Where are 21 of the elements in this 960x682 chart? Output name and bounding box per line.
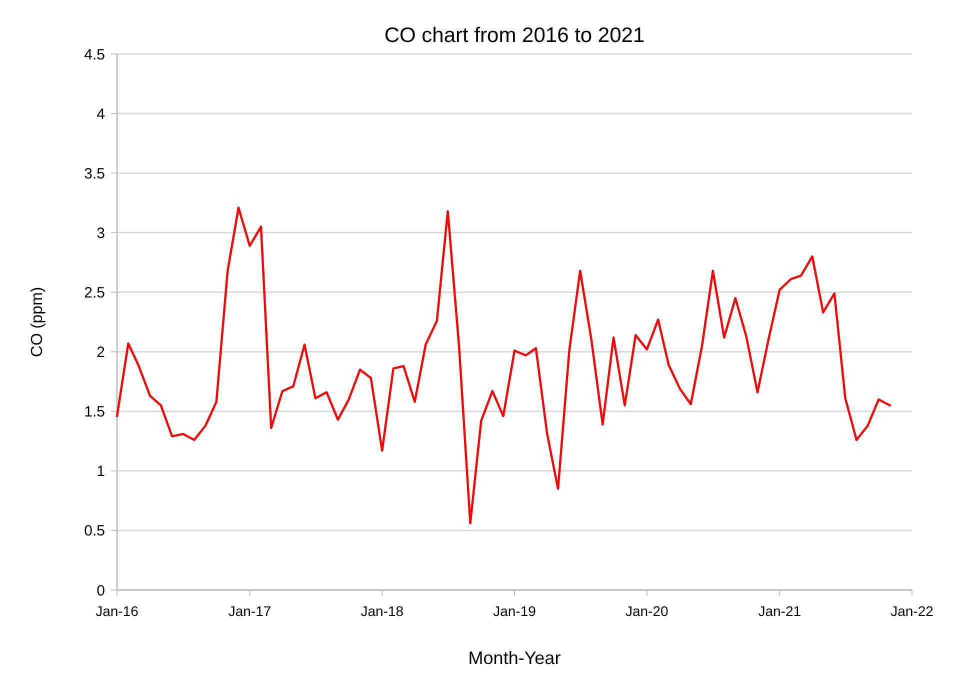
line-series bbox=[116, 206, 891, 524]
x-tick-label: Jan-21 bbox=[758, 603, 802, 619]
y-tick-label: 1.5 bbox=[84, 404, 105, 421]
x-axis-title: Month-Year bbox=[468, 648, 561, 668]
y-tick-label: 0 bbox=[96, 582, 105, 600]
x-tick-label: Jan-20 bbox=[625, 603, 668, 619]
y-tick-label: 3.5 bbox=[84, 165, 105, 182]
x-tick-label: Jan-16 bbox=[96, 603, 139, 619]
y-tick-label: 1 bbox=[96, 463, 105, 480]
y-tick-label: 2 bbox=[96, 344, 105, 362]
x-tick-label: Jan-22 bbox=[890, 603, 934, 619]
y-tick-label: 4 bbox=[96, 106, 105, 123]
y-axis-title: CO (ppm) bbox=[29, 286, 46, 358]
x-tick-label: Jan-18 bbox=[360, 603, 404, 619]
chart-title: CO chart from 2016 to 2021 bbox=[384, 24, 645, 47]
y-tick-label: 0.5 bbox=[84, 522, 105, 540]
x-tick-label: Jan-17 bbox=[228, 603, 272, 619]
y-tick-label: 2.5 bbox=[84, 284, 105, 302]
y-tick-label: 3 bbox=[96, 224, 105, 242]
x-tick-label: Jan-19 bbox=[493, 603, 536, 619]
y-tick-label: 4.5 bbox=[84, 46, 105, 64]
